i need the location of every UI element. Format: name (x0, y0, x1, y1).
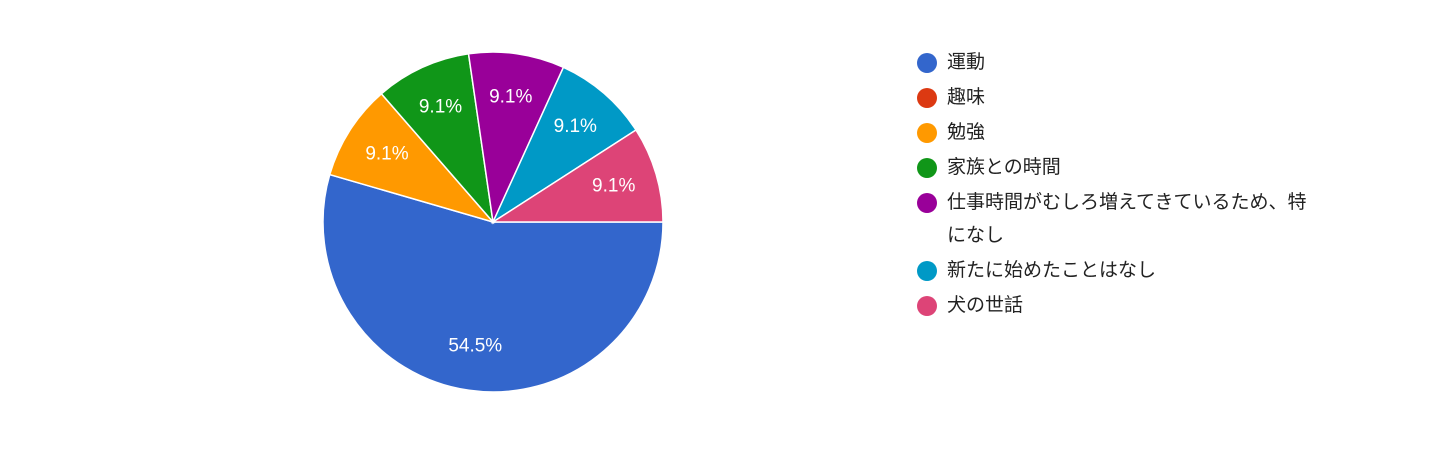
legend-item: 犬の世話 (915, 289, 1322, 322)
legend-marker (917, 88, 937, 108)
legend-label: 運動 (947, 51, 986, 73)
slice-label: 9.1% (489, 86, 532, 107)
slice-label: 9.1% (419, 97, 462, 118)
pie-chart: 54.5% 9.1% 9.1% 9.1% 9.1% 9.1% (322, 51, 664, 393)
pie-slice (491, 66, 637, 225)
pie-slice (467, 51, 565, 225)
legend-item: 新たに始めたことはなし (915, 254, 1322, 287)
pie-slice (380, 52, 495, 225)
legend-label: 新たに始めたことはなし (947, 259, 1157, 281)
legend-label: 家族との時間 (947, 156, 1061, 178)
legend-marker (917, 123, 937, 143)
legend-label: 趣味 (947, 86, 986, 108)
pie-slice (490, 128, 664, 223)
slice-label: 9.1% (554, 116, 597, 137)
pie-slice (322, 173, 664, 393)
legend-marker (917, 158, 937, 178)
legend-marker (917, 193, 937, 213)
legend-item: 仕事時間がむしろ増えてきているため、特になし (915, 186, 1322, 252)
legend-marker (917, 53, 937, 73)
pie-slice (328, 92, 496, 224)
legend: 運動趣味勉強家族との時間仕事時間がむしろ増えてきているため、特になし新たに始めた… (915, 46, 1322, 324)
legend-label: 仕事時間がむしろ増えてきているため、特になし (947, 191, 1307, 246)
slice-label: 9.1% (592, 176, 635, 197)
legend-label: 勉強 (947, 121, 986, 143)
slice-label: 9.1% (365, 143, 408, 164)
legend-marker (917, 296, 937, 316)
slice-label: 54.5% (448, 336, 502, 357)
legend-item: 運動 (915, 46, 1322, 79)
legend-item: 勉強 (915, 116, 1322, 149)
legend-item: 趣味 (915, 81, 1322, 114)
legend-item: 家族との時間 (915, 151, 1322, 184)
legend-label: 犬の世話 (947, 294, 1024, 316)
legend-marker (917, 261, 937, 281)
